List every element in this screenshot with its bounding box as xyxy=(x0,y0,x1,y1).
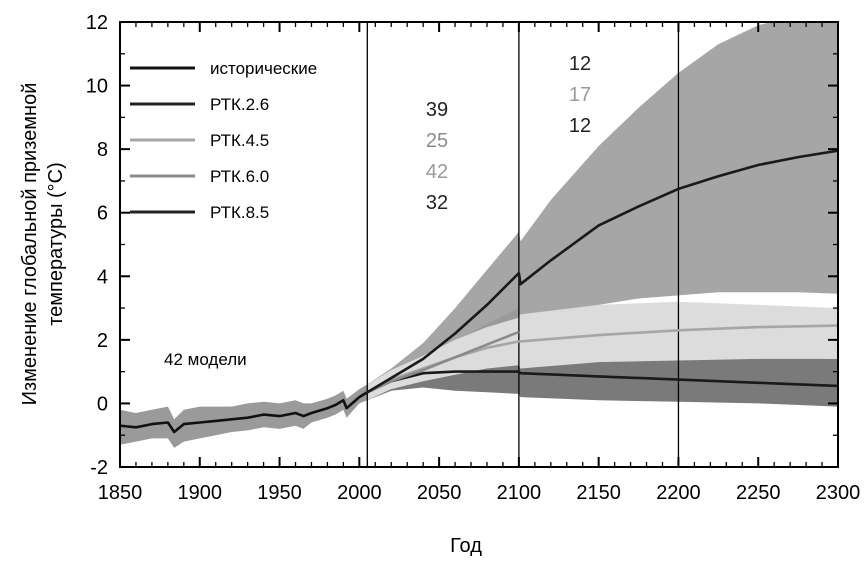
model-count: 39 xyxy=(426,99,448,121)
x-tick-label: 2150 xyxy=(576,482,621,504)
y-tick-label: 6 xyxy=(97,203,108,225)
axis-ticks xyxy=(119,21,839,468)
series-line-0 xyxy=(120,391,368,434)
x-tick-label: 2050 xyxy=(417,482,462,504)
model-count: 12 xyxy=(569,115,591,137)
legend-label: РТК.8.5 xyxy=(210,203,269,222)
legend-label: РТК.2.6 xyxy=(210,95,269,114)
model-count: 12 xyxy=(569,53,591,75)
models-count-label: 42 модели xyxy=(164,350,247,369)
series-line-4 xyxy=(366,149,838,394)
y-axis-title-line1: Изменение глобальной приземной xyxy=(19,83,41,406)
x-tick-label: 2000 xyxy=(337,482,382,504)
y-axis-title: Изменение глобальной приземной температу… xyxy=(19,83,67,406)
y-tick-label: 12 xyxy=(86,12,108,34)
y-tick-label: 8 xyxy=(97,139,108,161)
band-series-2 xyxy=(367,301,838,401)
x-tick-label: 2200 xyxy=(656,482,701,504)
y-tick-label: 0 xyxy=(97,393,108,415)
x-tick-label: 1850 xyxy=(98,482,143,504)
series-line-2 xyxy=(366,324,838,394)
legend-label: исторические xyxy=(210,59,317,78)
model-counts-2101-2200: 12 17 12 xyxy=(569,53,591,137)
legend: исторические РТК.2.6 РТК.4.5 РТК.6.0 РТК.8.5 xyxy=(130,59,317,222)
model-count: 42 xyxy=(426,161,448,183)
y-tick-label: 4 xyxy=(97,266,108,288)
x-axis-title: Год xyxy=(450,535,482,557)
x-tick-label: 2100 xyxy=(497,482,542,504)
y-tick-label: 10 xyxy=(86,76,108,98)
x-tick-label: 2250 xyxy=(736,482,781,504)
model-count: 25 xyxy=(426,130,448,152)
band-historical xyxy=(120,384,368,448)
x-tick-labels: 1850 1900 1950 2000 2050 2100 2150 2200 2250 2300 xyxy=(98,482,861,504)
y-tick-label: 2 xyxy=(97,330,108,352)
legend-label: РТК.6.0 xyxy=(210,167,269,186)
y-tick-label: -2 xyxy=(90,457,108,479)
series-line-1 xyxy=(366,370,838,394)
model-count: 32 xyxy=(426,192,448,214)
legend-label: РТК.4.5 xyxy=(210,131,269,150)
y-tick-labels: -2 0 2 4 6 8 10 12 xyxy=(86,12,108,479)
series-lines xyxy=(120,149,838,434)
model-count: 17 xyxy=(569,84,591,106)
x-tick-label: 2300 xyxy=(816,482,861,504)
y-axis-title-line2: температуры (°C) xyxy=(45,162,67,326)
model-counts-2006-2100: 39 25 42 32 xyxy=(426,99,448,214)
x-tick-label: 1950 xyxy=(257,482,302,504)
series-line-3 xyxy=(366,330,520,394)
x-tick-label: 1900 xyxy=(178,482,223,504)
